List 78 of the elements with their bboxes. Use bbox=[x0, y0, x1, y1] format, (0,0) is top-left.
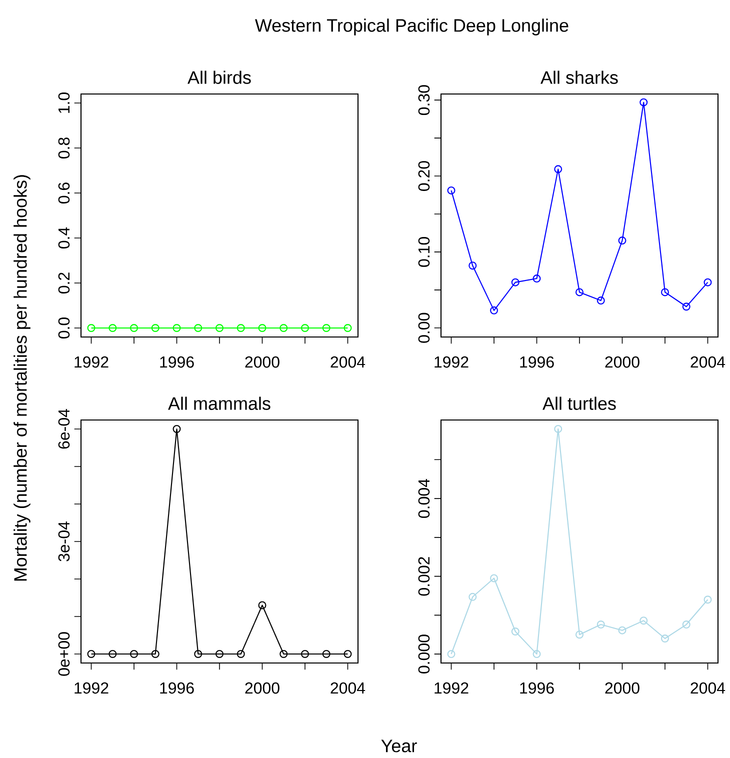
chart-title: All sharks bbox=[540, 70, 618, 84]
point bbox=[258, 601, 266, 610]
point bbox=[704, 596, 712, 604]
x-tick-label: 2004 bbox=[690, 682, 726, 694]
x-tick-label: 1992 bbox=[74, 356, 108, 368]
point bbox=[194, 650, 202, 658]
point bbox=[447, 650, 456, 658]
point bbox=[87, 650, 96, 658]
point bbox=[301, 650, 310, 658]
x-tick-label: 1996 bbox=[520, 356, 554, 368]
chart-title: All turtles bbox=[542, 396, 616, 410]
x-tick-label: 2000 bbox=[245, 356, 280, 368]
y-tick-label: 0.6 bbox=[58, 182, 70, 204]
x-axis-title: Year bbox=[381, 740, 417, 752]
point bbox=[108, 650, 117, 658]
point bbox=[130, 650, 138, 658]
point bbox=[596, 620, 605, 629]
chart-title: All mammals bbox=[168, 396, 270, 410]
x-tick-label: 2000 bbox=[605, 356, 640, 368]
point bbox=[468, 262, 477, 270]
point bbox=[618, 236, 626, 245]
y-tick-label: 0.2 bbox=[58, 272, 70, 294]
point bbox=[640, 98, 648, 106]
point bbox=[280, 650, 288, 658]
point bbox=[661, 634, 670, 643]
point bbox=[596, 296, 605, 305]
chart-title: All birds bbox=[188, 70, 251, 84]
x-tick-label: 2004 bbox=[690, 356, 726, 368]
point bbox=[447, 186, 456, 194]
x-tick-label: 1992 bbox=[434, 356, 468, 368]
y-tick-label: 0.00 bbox=[418, 312, 430, 343]
x-tick-label: 2004 bbox=[330, 682, 366, 694]
y-tick-label: 0.002 bbox=[418, 557, 430, 596]
point bbox=[554, 165, 562, 174]
point bbox=[704, 278, 712, 286]
point bbox=[172, 424, 181, 433]
point bbox=[682, 620, 690, 629]
x-tick-label: 1996 bbox=[520, 682, 554, 694]
x-tick-label: 2004 bbox=[330, 356, 366, 368]
y-tick-label: 1.0 bbox=[58, 92, 70, 113]
point bbox=[236, 650, 245, 658]
point bbox=[151, 650, 160, 658]
point bbox=[640, 616, 648, 625]
y-tick-label: 0.10 bbox=[418, 237, 430, 267]
point bbox=[661, 288, 670, 296]
point bbox=[511, 628, 520, 636]
y-axis-title: Mortality (number of mortalities per hundred hooks) bbox=[14, 175, 30, 581]
point bbox=[216, 650, 224, 658]
y-tick-label: 6e-04 bbox=[58, 409, 70, 449]
point bbox=[490, 574, 498, 582]
x-tick-label: 1996 bbox=[160, 682, 194, 694]
point bbox=[532, 274, 541, 283]
point bbox=[618, 626, 626, 634]
point bbox=[682, 302, 690, 311]
point bbox=[576, 288, 584, 296]
y-tick-label: 0.000 bbox=[418, 634, 430, 674]
y-tick-label: 0.0 bbox=[58, 317, 70, 338]
x-tick-label: 1992 bbox=[74, 682, 108, 694]
x-tick-label: 1992 bbox=[434, 682, 468, 694]
x-tick-label: 2000 bbox=[605, 682, 640, 694]
x-tick-label: 1996 bbox=[160, 356, 194, 368]
point bbox=[532, 650, 541, 658]
y-tick-label: 0.20 bbox=[418, 161, 430, 191]
point bbox=[554, 424, 562, 433]
y-tick-label: 0.30 bbox=[418, 85, 430, 116]
point bbox=[322, 650, 330, 658]
y-tick-label: 3e-04 bbox=[58, 522, 70, 562]
y-tick-label: 0.8 bbox=[58, 138, 70, 158]
point bbox=[511, 278, 520, 286]
point bbox=[468, 592, 477, 601]
point bbox=[490, 306, 498, 314]
point bbox=[344, 650, 352, 658]
y-tick-label: 0.4 bbox=[58, 227, 70, 248]
y-tick-label: 0e+00 bbox=[58, 632, 70, 676]
text: Western Tropical Pacific Deep Longline bbox=[255, 18, 568, 36]
y-tick-label: 0.004 bbox=[418, 478, 430, 518]
point bbox=[576, 630, 584, 639]
x-tick-label: 2000 bbox=[245, 682, 280, 694]
